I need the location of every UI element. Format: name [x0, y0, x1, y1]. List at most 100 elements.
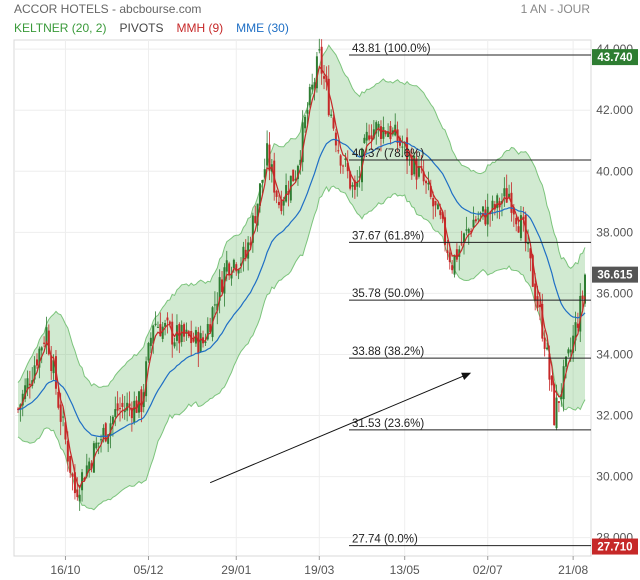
candle — [130, 401, 133, 432]
candle-body — [261, 179, 264, 183]
candle — [576, 312, 579, 332]
candle-body — [479, 212, 482, 214]
candle-body — [339, 155, 342, 166]
candle-body — [527, 242, 530, 245]
indicator-legend: KELTNER (20, 2) PIVOTS MMH (9) MME (30) — [14, 21, 289, 35]
candle-body — [237, 269, 240, 274]
mmh-line — [17, 65, 586, 490]
fib-label: 31.53 (23.6%) — [352, 418, 424, 430]
candle-body — [256, 203, 259, 226]
candle-body — [206, 324, 209, 340]
y-tick-label: 38.000 — [596, 225, 633, 239]
candle-body — [71, 473, 74, 477]
candle-body — [432, 198, 435, 207]
candle-body — [474, 219, 477, 222]
candle — [147, 341, 150, 363]
candle-body — [560, 394, 563, 400]
x-tick-label: 21/08 — [558, 563, 588, 577]
candle-body — [334, 132, 337, 146]
candle-body — [156, 326, 159, 328]
candle-body — [425, 180, 428, 184]
candle-body — [455, 249, 458, 260]
candle — [40, 346, 43, 364]
candle-body — [280, 199, 283, 212]
candle — [180, 320, 183, 347]
candle-body — [522, 216, 525, 220]
arrow-head — [461, 372, 472, 380]
candle-body — [235, 264, 238, 272]
candle-body — [536, 296, 539, 308]
candle-body — [35, 359, 38, 366]
candle-body — [166, 317, 169, 321]
plot-frame — [13, 39, 592, 557]
candle — [140, 386, 143, 423]
candle — [579, 283, 582, 343]
legend-mme[interactable]: MME (30) — [236, 21, 289, 35]
candle-body — [33, 365, 36, 380]
candle — [218, 269, 221, 314]
candle-body — [465, 229, 468, 231]
candle-body — [52, 360, 55, 374]
candle-body — [353, 180, 356, 190]
candle-body — [90, 463, 93, 469]
candle-body — [50, 355, 53, 371]
candle-body — [344, 158, 347, 161]
period-selector[interactable]: 1 AN - JOUR — [520, 2, 590, 16]
candle — [121, 394, 124, 419]
candle-body — [104, 423, 107, 442]
candle-body — [221, 279, 224, 292]
candle — [306, 102, 309, 125]
candle — [183, 322, 186, 343]
candle-body — [470, 230, 473, 233]
candle — [410, 147, 413, 180]
fib-label: 33.88 (38.2%) — [352, 346, 424, 358]
candle-body — [38, 348, 41, 368]
candle-body — [365, 131, 368, 141]
candle-body — [396, 129, 399, 143]
candle — [161, 321, 164, 343]
candle-body — [517, 226, 520, 233]
candle — [396, 121, 399, 152]
candle — [432, 191, 435, 220]
candle — [425, 179, 428, 194]
pivot-badge — [592, 538, 638, 555]
candle — [294, 170, 297, 183]
candle — [154, 311, 157, 327]
candle — [515, 215, 518, 232]
candle — [389, 121, 392, 145]
candle — [353, 175, 356, 199]
candle — [235, 262, 238, 276]
pivot-badge — [592, 49, 638, 66]
candle-body — [128, 403, 131, 407]
candle-body — [254, 216, 257, 223]
candle — [486, 193, 489, 237]
candle-body — [481, 206, 484, 212]
axes: 28.00030.00032.00034.00036.00038.00040.0… — [50, 42, 638, 577]
chart-title: ACCOR HOTELS - abcbourse.com — [14, 2, 202, 16]
candle — [71, 472, 74, 491]
candle — [285, 173, 288, 203]
candle-body — [240, 263, 243, 266]
candle-body — [427, 182, 430, 185]
candle — [446, 239, 449, 260]
candle — [330, 109, 333, 118]
candle-body — [370, 135, 373, 140]
fib-label: 43.81 (100.0%) — [352, 43, 431, 55]
candle — [159, 312, 162, 337]
candle-body — [183, 324, 186, 337]
candle — [135, 396, 138, 414]
candle-body — [57, 391, 60, 408]
keltner-upper — [17, 44, 586, 388]
candle — [221, 270, 224, 293]
legend-pivots[interactable]: PIVOTS — [119, 21, 164, 35]
candle-body — [330, 114, 333, 116]
candle — [69, 455, 72, 478]
legend-keltner[interactable]: KELTNER (20, 2) — [14, 21, 107, 35]
legend-mmh[interactable]: MMH (9) — [176, 21, 224, 35]
candle — [275, 189, 278, 204]
pivot-badge-label: 27.710 — [597, 542, 632, 554]
candle — [263, 158, 266, 179]
y-tick-label: 30.000 — [596, 470, 633, 484]
candle-body — [168, 321, 171, 325]
